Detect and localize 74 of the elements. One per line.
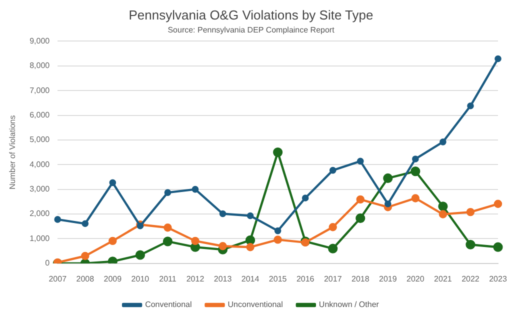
x-tick-label: 2010 xyxy=(131,274,150,284)
point xyxy=(466,240,476,250)
point xyxy=(412,156,419,162)
x-tick-label: 2007 xyxy=(48,274,68,284)
point xyxy=(356,158,364,165)
point xyxy=(245,235,256,245)
point xyxy=(384,200,392,208)
point xyxy=(328,244,338,254)
x-tick-label: 2011 xyxy=(159,274,177,284)
y-tick-label: 5,000 xyxy=(30,135,50,144)
y-tick-label: 0 xyxy=(45,258,50,268)
y-axis-title: Number of Violations xyxy=(8,115,18,190)
point xyxy=(191,236,200,246)
point xyxy=(246,243,254,252)
x-tick-label: 2021 xyxy=(434,274,452,284)
y-tick-label: 3,000 xyxy=(30,184,50,194)
x-tick-label: 2013 xyxy=(214,274,232,284)
point xyxy=(192,186,199,193)
x-tick-label: 2020 xyxy=(406,274,425,284)
point xyxy=(328,223,337,232)
x-tick-label: 2009 xyxy=(104,274,122,284)
point xyxy=(81,252,90,260)
point xyxy=(164,224,172,232)
point xyxy=(410,166,420,176)
x-tick-label: 2019 xyxy=(379,274,398,284)
point xyxy=(494,200,502,208)
y-tick-label: 1,000 xyxy=(30,234,50,243)
point xyxy=(108,236,117,246)
y-tick-label: 4,000 xyxy=(30,160,50,169)
point xyxy=(438,210,448,218)
point xyxy=(273,148,283,158)
point xyxy=(493,242,503,252)
point xyxy=(411,194,420,202)
point xyxy=(494,55,502,62)
point xyxy=(54,216,62,223)
point xyxy=(467,102,474,110)
point xyxy=(356,213,366,224)
x-tick-label: 2022 xyxy=(462,274,480,284)
point xyxy=(329,166,336,174)
chart-title: Pennsylvania O&G Violations by Site Type xyxy=(128,7,374,22)
point xyxy=(108,256,118,264)
legend-label: Conventional xyxy=(145,300,192,310)
x-tick-label: 2015 xyxy=(268,274,288,284)
point xyxy=(438,202,448,212)
x-tick-label: 2017 xyxy=(324,274,342,284)
x-tick-label: 2016 xyxy=(296,274,315,284)
y-tick-label: 7,000 xyxy=(30,86,50,95)
point xyxy=(356,195,364,204)
point xyxy=(466,208,475,216)
y-tick-label: 6,000 xyxy=(30,110,50,120)
y-tick-label: 8,000 xyxy=(30,61,50,70)
point xyxy=(302,194,309,202)
point xyxy=(383,173,393,184)
point xyxy=(109,179,116,186)
y-tick-label: 2,000 xyxy=(30,209,50,218)
legend-label: Unconventional xyxy=(228,300,284,310)
x-tick-label: 2014 xyxy=(241,274,260,284)
x-tick-label: 2023 xyxy=(489,274,508,284)
point xyxy=(246,212,254,220)
point xyxy=(219,210,226,218)
y-tick-label: 9,000 xyxy=(30,36,50,46)
legend-label: Unknown / Other xyxy=(318,300,380,310)
chart-subtitle: Source: Pennsylvania DEP Complaince Report xyxy=(168,26,336,35)
x-tick-label: 2012 xyxy=(186,274,205,284)
point xyxy=(82,220,89,228)
point xyxy=(218,242,227,250)
x-tick-label: 2018 xyxy=(351,274,370,284)
point xyxy=(274,227,282,234)
point xyxy=(135,250,145,260)
point xyxy=(440,138,446,146)
point xyxy=(274,236,282,244)
x-tick-label: 2008 xyxy=(76,274,95,284)
point xyxy=(164,189,172,196)
point xyxy=(162,236,173,246)
